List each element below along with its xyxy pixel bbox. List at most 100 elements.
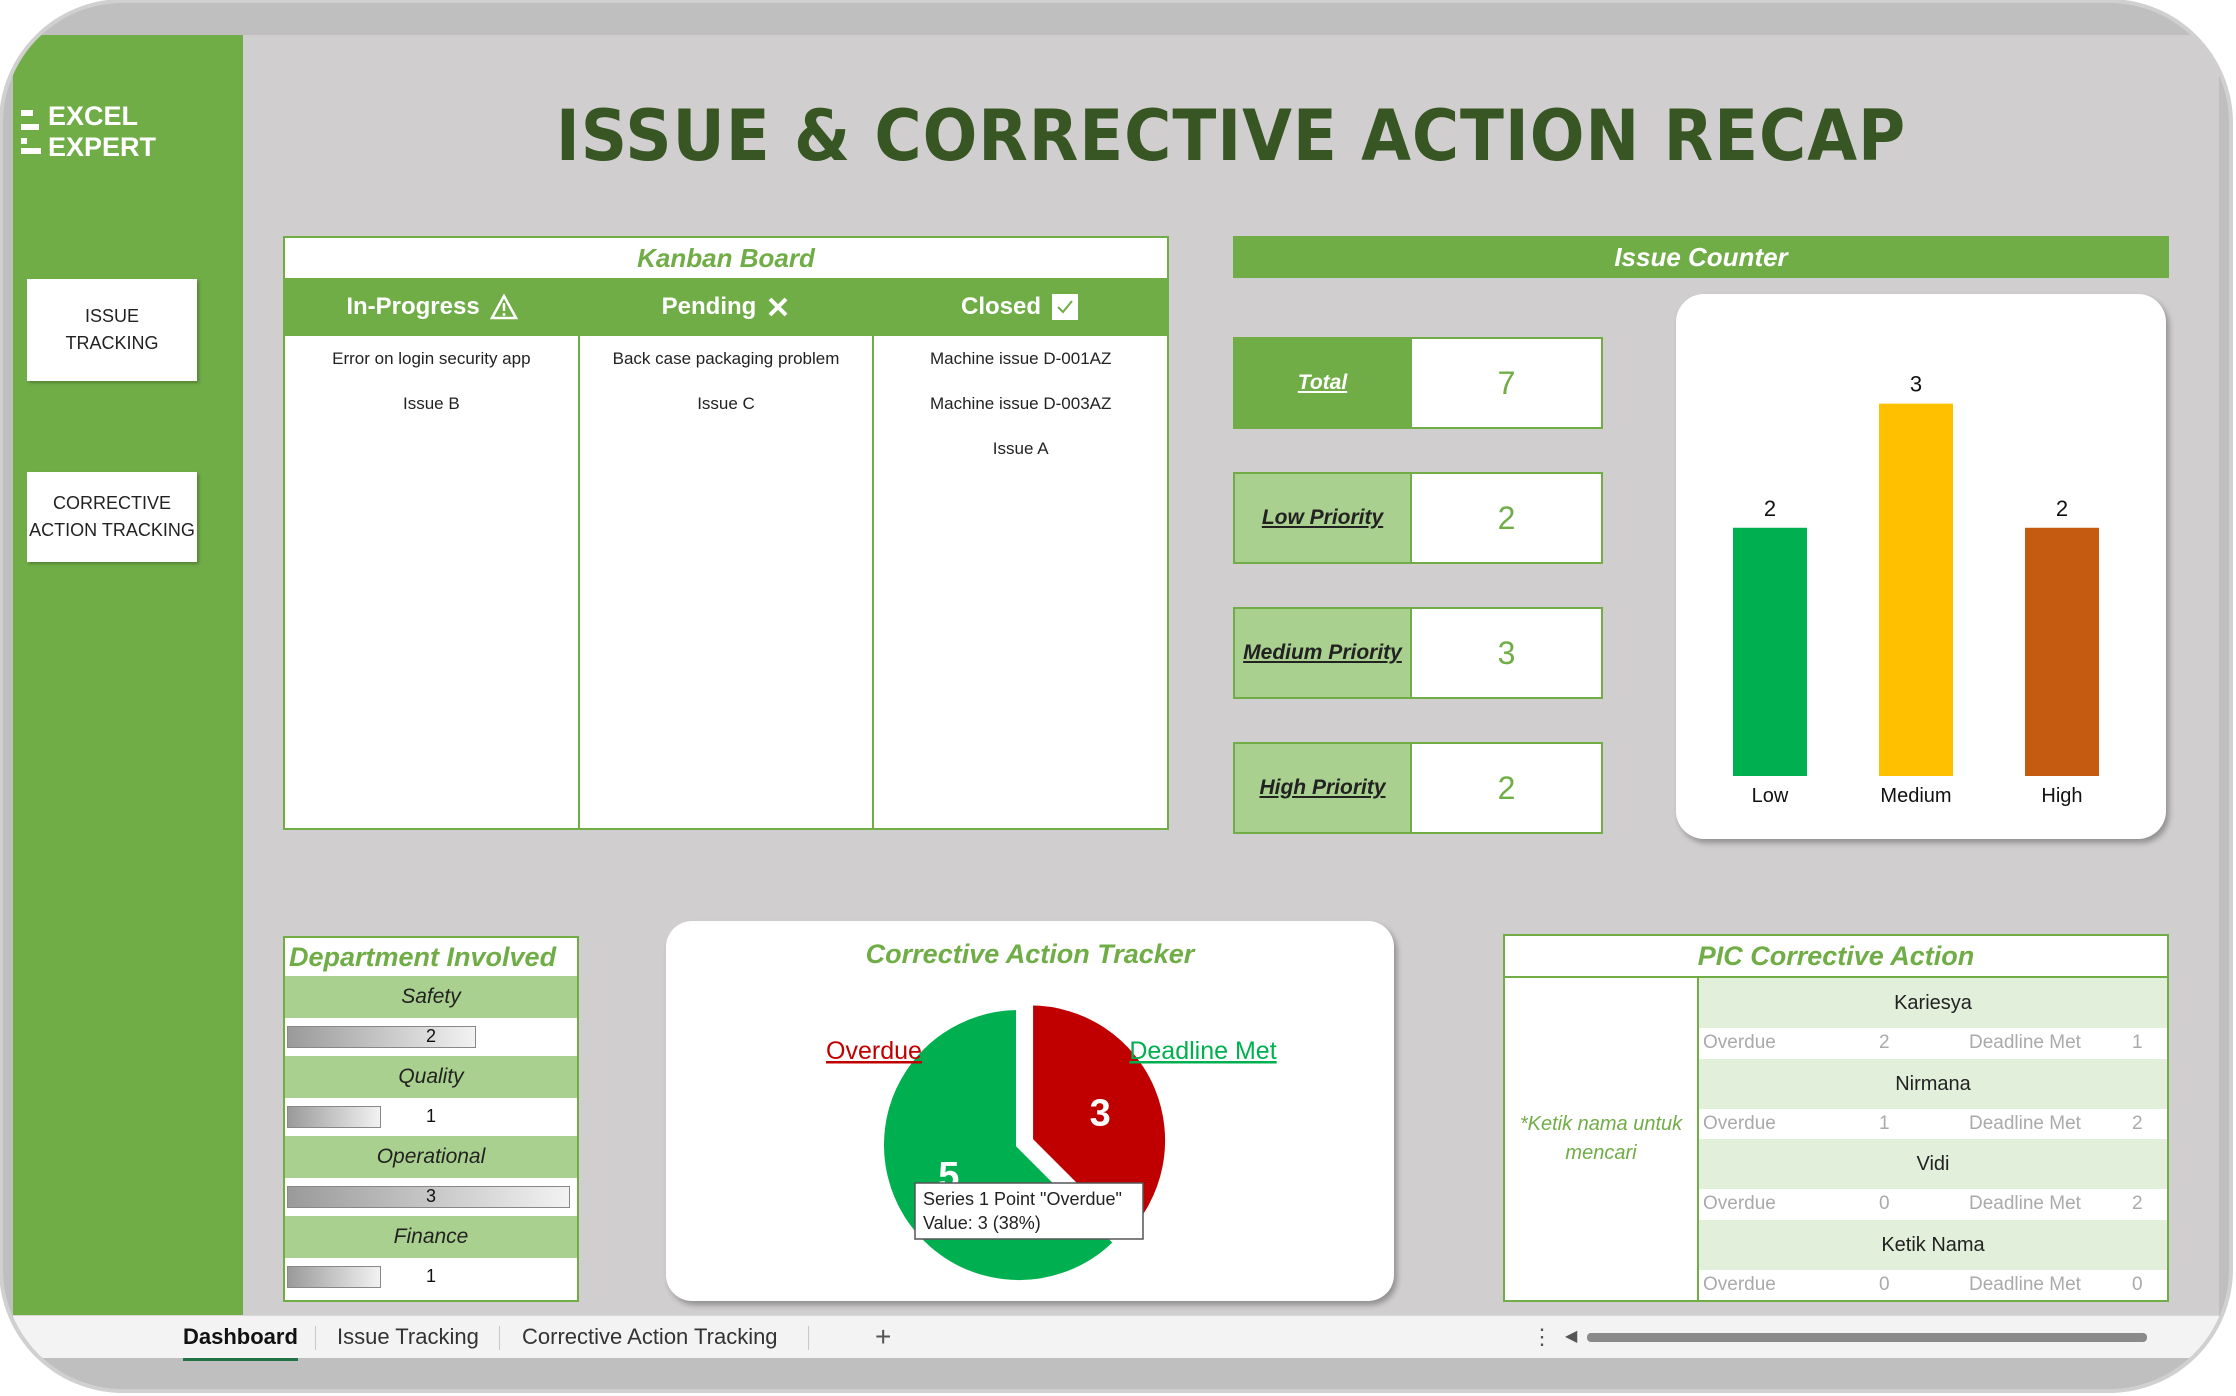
column-label: Closed <box>960 293 1041 320</box>
department-bar-fill <box>287 1026 476 1048</box>
pic-stats: Overdue 0 Deadline Met 2 <box>1699 1189 2167 1219</box>
bar-medium <box>1879 403 1953 776</box>
bar-data-label: 2 <box>1764 496 1776 521</box>
warning-icon <box>489 294 518 320</box>
department-name: Finance <box>285 1216 577 1258</box>
priority-bar-chart: 2 Low 3 Medium 2 High <box>1733 372 2099 807</box>
department-bar: 3 <box>285 1178 577 1216</box>
overdue-count: 0 <box>1879 1273 1890 1295</box>
tab-corrective-action-tracking[interactable]: Corrective Action Tracking <box>522 1324 778 1349</box>
column-label: In-Progress <box>346 293 480 320</box>
column-in-progress: In-Progress <box>285 278 579 336</box>
horizontal-scrollbar[interactable] <box>1587 1333 2147 1342</box>
corrective-action-tracking-button[interactable]: CORRECTIVE ACTION TRACKING <box>27 472 197 562</box>
pic-person-row: Kariesya Overdue 2 Deadline Met 1 <box>1699 978 2167 1059</box>
pic-person-row: Nirmana Overdue 1 Deadline Met 2 <box>1699 1058 2167 1140</box>
counter-label[interactable]: High Priority <box>1235 744 1410 832</box>
pic-search-cell[interactable]: *Ketik nama untuk mencari <box>1505 978 1699 1300</box>
counter-label[interactable]: Total <box>1235 339 1410 427</box>
department-count: 1 <box>425 1106 436 1126</box>
kanban-card: Issue B <box>402 394 460 413</box>
issue-tracking-button[interactable]: ISSUE TRACKING <box>27 279 197 381</box>
pic-stats: Overdue 2 Deadline Met 1 <box>1699 1028 2167 1058</box>
pic-corrective-action-panel: PIC Corrective Action *Ketik nama untuk … <box>1503 934 2169 1302</box>
excel-logo-icon <box>21 110 41 154</box>
kanban-card: Machine issue D-003AZ <box>929 394 1112 413</box>
in-progress-list: Error on login security app Issue B <box>285 336 580 828</box>
page-title: ISSUE & CORRECTIVE ACTION RECAP <box>555 95 1907 177</box>
tab-issue-tracking[interactable]: Issue Tracking <box>337 1324 479 1349</box>
kanban-card: Issue A <box>992 439 1049 458</box>
add-sheet-button[interactable]: + <box>875 1321 892 1352</box>
scroll-left-icon[interactable]: ◀ <box>1565 1328 1578 1345</box>
deadline-met-count: 2 <box>2132 1193 2143 1214</box>
counter-value: 2 <box>1410 474 1601 562</box>
closed-list: Machine issue D-001AZ Machine issue D-00… <box>874 336 1167 828</box>
department-count: 2 <box>425 1026 436 1046</box>
column-closed: Closed <box>873 278 1167 336</box>
deadline-met-count: 0 <box>2132 1273 2143 1295</box>
department-count: 3 <box>425 1186 436 1206</box>
tooltip-value: Value: 3 (38%) <box>923 1213 1041 1233</box>
issue-counter-title: Issue Counter <box>1233 236 2169 278</box>
bar-category-label: Medium <box>1880 785 1951 807</box>
department-bar: 2 <box>285 1018 577 1056</box>
chart-tooltip: Series 1 Point "Overdue" Value: 3 (38%) <box>914 1182 1144 1240</box>
bar-low <box>1733 527 1807 776</box>
tooltip-series: Series 1 Point "Overdue" <box>923 1189 1122 1209</box>
overdue-label: Overdue <box>1703 1032 1776 1053</box>
sheet-tab-bar: Dashboard Issue Tracking Corrective Acti… <box>13 1315 2219 1361</box>
kanban-title: Kanban Board <box>637 243 815 273</box>
department-title: Department Involved <box>289 942 557 972</box>
department-bar: 1 <box>285 1258 577 1296</box>
pic-stats: Overdue 0 Deadline Met 0 <box>1699 1270 2167 1300</box>
deadline-met-label: Deadline Met <box>1969 1193 2081 1214</box>
dashboard-sheet: EXCEL EXPERT ISSUE TRACKING CORRECTIVE ACT… <box>13 35 2219 1347</box>
kanban-column-headers: In-Progress Pending Closed <box>285 278 1167 336</box>
counter-high: High Priority 2 <box>1233 742 1603 834</box>
x-icon <box>768 297 788 317</box>
deadline-met-label: Deadline Met <box>1969 1112 2081 1134</box>
kanban-card: Machine issue D-001AZ <box>929 349 1112 368</box>
overdue-count: 1 <box>1879 1112 1890 1134</box>
department-bar-fill <box>287 1266 382 1288</box>
overdue-label: Overdue <box>1703 1193 1776 1214</box>
pic-person-row: Ketik Nama Overdue 0 Deadline Met 0 <box>1699 1219 2167 1301</box>
department-count: 1 <box>425 1266 436 1286</box>
pic-name: Ketik Nama <box>1699 1219 2167 1270</box>
tracker-title: Corrective Action Tracker <box>865 939 1195 969</box>
department-bar: 1 <box>285 1098 577 1136</box>
sidebar: EXCEL EXPERT ISSUE TRACKING CORRECTIVE ACT… <box>13 35 243 1347</box>
bar-data-label: 2 <box>2056 496 2068 521</box>
brand-name: EXCEL EXPERT <box>48 101 157 162</box>
bar-high <box>2025 527 2099 776</box>
counter-value: 3 <box>1410 609 1601 697</box>
deadline-met-count: 1 <box>2132 1032 2143 1053</box>
brand-logo: EXCEL EXPERT <box>21 101 243 163</box>
pie-slice-overdue[interactable] <box>1027 999 1172 1243</box>
pic-title: PIC Corrective Action <box>1505 936 2167 978</box>
app-frame: EXCEL EXPERT ISSUE TRACKING CORRECTIVE ACT… <box>3 3 2229 1389</box>
overdue-label: Overdue <box>1703 1273 1776 1295</box>
nav-label: ACTION TRACKING <box>29 520 195 540</box>
overdue-label: Overdue <box>1703 1112 1776 1134</box>
bar-data-label: 3 <box>1910 372 1922 397</box>
pic-name: Kariesya <box>1699 978 2167 1028</box>
nav-label: ISSUE <box>84 306 139 326</box>
more-options-icon[interactable]: ⋮ <box>1531 1324 1553 1349</box>
pic-name: Nirmana <box>1699 1058 2167 1109</box>
bar-category-label: Low <box>1752 785 1789 807</box>
counter-low: Low Priority 2 <box>1233 472 1603 564</box>
tab-dashboard[interactable]: Dashboard <box>183 1316 298 1361</box>
overdue-legend: Overdue <box>826 1037 922 1065</box>
nav-label: CORRECTIVE <box>52 493 171 513</box>
pic-stats: Overdue 1 Deadline Met 2 <box>1699 1109 2167 1139</box>
kanban-card: Back case packaging problem <box>612 349 840 368</box>
counter-label[interactable]: Low Priority <box>1235 474 1410 562</box>
counter-medium: Medium Priority 3 <box>1233 607 1603 699</box>
pending-list: Back case packaging problem Issue C <box>580 336 875 828</box>
counter-total: Total 7 <box>1233 337 1603 429</box>
counter-label[interactable]: Medium Priority <box>1235 609 1410 697</box>
kanban-card: Issue C <box>697 394 755 413</box>
